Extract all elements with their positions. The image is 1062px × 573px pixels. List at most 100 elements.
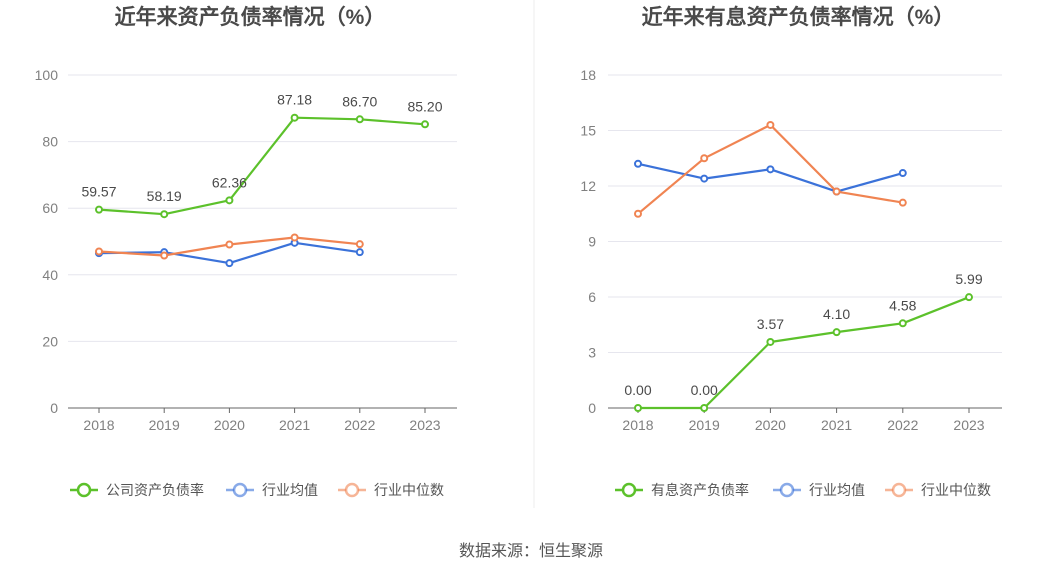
y-tick-label: 60 xyxy=(42,200,58,216)
series-2 xyxy=(95,238,364,268)
legend-label: 行业均值 xyxy=(809,482,865,498)
y-tick-label: 6 xyxy=(588,289,596,305)
y-tick-label: 100 xyxy=(35,67,59,83)
data-point[interactable] xyxy=(355,240,364,249)
data-label: 62.36 xyxy=(212,174,247,190)
data-point[interactable] xyxy=(160,210,169,219)
data-source: 数据来源：恒生聚源 xyxy=(459,542,603,560)
y-tick-label: 18 xyxy=(580,67,596,83)
y-tick-label: 9 xyxy=(588,234,596,250)
chart-title: 近年来有息资产负债率情况（%） xyxy=(642,5,955,29)
x-tick-label: 2023 xyxy=(953,417,984,433)
data-point[interactable] xyxy=(634,209,642,218)
data-label: 4.58 xyxy=(889,297,916,313)
data-point[interactable] xyxy=(634,404,642,412)
legend-label: 公司资产负债率 xyxy=(106,482,204,498)
series-3 xyxy=(634,120,907,218)
legend-marker-icon xyxy=(344,482,360,498)
data-label: 3.57 xyxy=(757,316,784,332)
chart-title: 近年来资产负债率情况（%） xyxy=(115,5,386,29)
y-tick-label: 20 xyxy=(42,333,58,349)
data-point[interactable] xyxy=(832,328,841,337)
y-tick-label: 0 xyxy=(588,400,596,416)
x-tick-label: 2020 xyxy=(214,417,245,433)
legend-item-3[interactable]: 行业中位数 xyxy=(338,482,444,498)
x-tick-label: 2023 xyxy=(409,417,440,433)
data-point[interactable] xyxy=(160,251,169,260)
x-tick-label: 2021 xyxy=(821,417,852,433)
data-point[interactable] xyxy=(766,337,775,346)
data-point[interactable] xyxy=(95,205,103,214)
data-point[interactable] xyxy=(355,115,364,124)
y-tick-label: 40 xyxy=(42,267,58,283)
data-point[interactable] xyxy=(95,247,103,256)
legend-item-1[interactable]: 公司资产负债率 xyxy=(70,482,204,498)
y-tick-label: 80 xyxy=(42,134,58,150)
y-tick-label: 3 xyxy=(588,345,596,361)
data-point[interactable] xyxy=(290,233,299,242)
data-label: 5.99 xyxy=(955,271,982,287)
legend-label: 行业中位数 xyxy=(921,482,991,498)
data-point[interactable] xyxy=(898,169,907,178)
data-point[interactable] xyxy=(700,404,709,412)
legend-item-2[interactable]: 行业均值 xyxy=(773,482,865,498)
legend-marker-icon xyxy=(779,482,795,498)
data-point[interactable] xyxy=(965,293,973,302)
chart-panel-2: 近年来有息资产负债率情况（%） 0 3 6 9 12 15 18 2018 2019 2020 202… xyxy=(580,5,1002,498)
series-1: 59.57 58.19 62.36 87.18 86.70 85.20 xyxy=(81,92,443,219)
x-tick-label: 2018 xyxy=(622,417,653,433)
series-line xyxy=(98,116,426,216)
x-tick-label: 2021 xyxy=(279,417,310,433)
chart-panel-1: 近年来资产负债率情况（%） 0 20 40 60 80 100 2018 2019 2020 202… xyxy=(35,5,457,498)
data-label: 0.00 xyxy=(691,382,718,398)
x-tick-label: 2019 xyxy=(689,417,720,433)
data-label: 85.20 xyxy=(407,98,442,114)
series-2 xyxy=(634,159,907,196)
legend-label: 有息资产负债率 xyxy=(651,482,749,498)
legend: 公司资产负债率 行业均值 行业中位数 xyxy=(70,482,444,498)
y-tick-label: 15 xyxy=(580,123,596,139)
legend-marker-icon xyxy=(891,482,907,498)
data-point[interactable] xyxy=(700,154,709,163)
legend-item-2[interactable]: 行业均值 xyxy=(226,482,318,498)
series-3 xyxy=(95,233,364,260)
x-tick-label: 2020 xyxy=(755,417,786,433)
data-label: 59.57 xyxy=(81,184,116,200)
legend: 有息资产负债率 行业均值 行业中位数 xyxy=(615,482,991,498)
x-tick-label: 2022 xyxy=(344,417,375,433)
data-point[interactable] xyxy=(634,159,642,168)
data-point[interactable] xyxy=(421,120,429,129)
data-label: 86.70 xyxy=(342,93,377,109)
series-line xyxy=(638,296,970,410)
data-point[interactable] xyxy=(355,248,364,257)
data-point[interactable] xyxy=(700,174,709,183)
x-tick-label: 2019 xyxy=(149,417,180,433)
y-tick-label: 0 xyxy=(50,400,58,416)
legend-item-1[interactable]: 有息资产负债率 xyxy=(615,482,749,498)
data-point[interactable] xyxy=(225,196,234,205)
legend-marker-icon xyxy=(76,482,92,498)
y-tick-label: 12 xyxy=(580,178,596,194)
legend-marker-icon xyxy=(232,482,248,498)
data-point[interactable] xyxy=(225,259,234,268)
data-label: 4.10 xyxy=(823,306,850,322)
data-label: 58.19 xyxy=(147,188,182,204)
series-1: 0.00 0.00 3.57 4.10 4.58 5.99 xyxy=(624,271,983,412)
x-tick-label: 2022 xyxy=(887,417,918,433)
data-label: 0.00 xyxy=(624,382,651,398)
data-point[interactable] xyxy=(225,240,234,249)
data-point[interactable] xyxy=(898,319,907,328)
data-point[interactable] xyxy=(290,113,299,122)
legend-label: 行业中位数 xyxy=(374,482,444,498)
data-point[interactable] xyxy=(832,187,841,196)
legend-item-3[interactable]: 行业中位数 xyxy=(885,482,991,498)
data-label: 87.18 xyxy=(277,92,312,108)
legend-marker-icon xyxy=(621,482,637,498)
legend-label: 行业均值 xyxy=(262,482,318,498)
x-tick-label: 2018 xyxy=(83,417,114,433)
data-point[interactable] xyxy=(766,120,775,129)
data-point[interactable] xyxy=(898,198,907,207)
data-point[interactable] xyxy=(766,165,775,174)
